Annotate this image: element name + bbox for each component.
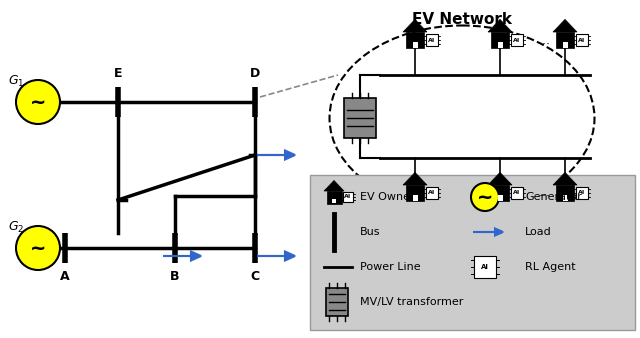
FancyBboxPatch shape	[474, 256, 496, 278]
Text: ~: ~	[477, 188, 493, 207]
Polygon shape	[553, 19, 577, 32]
Circle shape	[471, 183, 499, 211]
FancyBboxPatch shape	[563, 42, 568, 48]
FancyBboxPatch shape	[310, 175, 635, 330]
FancyArrow shape	[257, 150, 295, 160]
Text: ~: ~	[30, 93, 46, 112]
FancyBboxPatch shape	[426, 187, 438, 199]
Text: $G_2$: $G_2$	[8, 220, 24, 235]
Text: C: C	[250, 270, 260, 283]
FancyArrow shape	[473, 228, 503, 236]
FancyBboxPatch shape	[326, 288, 348, 316]
FancyBboxPatch shape	[426, 34, 438, 46]
Text: ...: ...	[539, 187, 551, 199]
FancyBboxPatch shape	[563, 195, 568, 201]
FancyBboxPatch shape	[343, 192, 353, 202]
FancyArrow shape	[257, 251, 295, 261]
Text: Bus: Bus	[360, 227, 381, 237]
Ellipse shape	[330, 25, 595, 211]
FancyBboxPatch shape	[498, 42, 503, 48]
Text: AI: AI	[428, 38, 436, 43]
Text: RL Agent: RL Agent	[525, 262, 575, 272]
Polygon shape	[488, 172, 512, 185]
FancyBboxPatch shape	[413, 42, 418, 48]
Text: Power Line: Power Line	[360, 262, 420, 272]
Text: EV Owner: EV Owner	[360, 192, 415, 202]
FancyBboxPatch shape	[511, 187, 523, 199]
FancyBboxPatch shape	[406, 32, 424, 48]
Text: D: D	[250, 67, 260, 80]
Circle shape	[16, 80, 60, 124]
Polygon shape	[553, 172, 577, 185]
Text: Load: Load	[525, 227, 552, 237]
Polygon shape	[403, 19, 427, 32]
FancyBboxPatch shape	[556, 185, 574, 201]
FancyBboxPatch shape	[332, 199, 336, 203]
Text: AI: AI	[513, 191, 520, 195]
FancyBboxPatch shape	[491, 32, 509, 48]
Text: $G_1$: $G_1$	[8, 74, 24, 89]
FancyArrow shape	[163, 251, 201, 261]
Text: AI: AI	[481, 264, 489, 270]
Text: B: B	[170, 270, 180, 283]
FancyBboxPatch shape	[576, 187, 588, 199]
FancyBboxPatch shape	[406, 185, 424, 201]
Text: AI: AI	[344, 194, 351, 199]
Circle shape	[16, 226, 60, 270]
FancyBboxPatch shape	[344, 98, 376, 138]
FancyBboxPatch shape	[413, 195, 418, 201]
Text: MV/LV transformer: MV/LV transformer	[360, 297, 463, 307]
Text: A: A	[60, 270, 70, 283]
FancyBboxPatch shape	[576, 34, 588, 46]
FancyBboxPatch shape	[491, 185, 509, 201]
Text: Generator: Generator	[525, 192, 582, 202]
Polygon shape	[324, 180, 344, 191]
Text: EV Network: EV Network	[412, 12, 512, 27]
FancyBboxPatch shape	[511, 34, 523, 46]
Text: E: E	[114, 67, 122, 80]
Polygon shape	[403, 172, 427, 185]
Text: AI: AI	[579, 38, 586, 43]
Polygon shape	[488, 19, 512, 32]
Text: AI: AI	[579, 191, 586, 195]
Text: ...: ...	[539, 33, 551, 47]
Text: AI: AI	[513, 38, 520, 43]
Text: AI: AI	[428, 191, 436, 195]
Text: ~: ~	[30, 239, 46, 258]
FancyBboxPatch shape	[556, 32, 574, 48]
FancyBboxPatch shape	[498, 195, 503, 201]
FancyBboxPatch shape	[327, 191, 342, 204]
